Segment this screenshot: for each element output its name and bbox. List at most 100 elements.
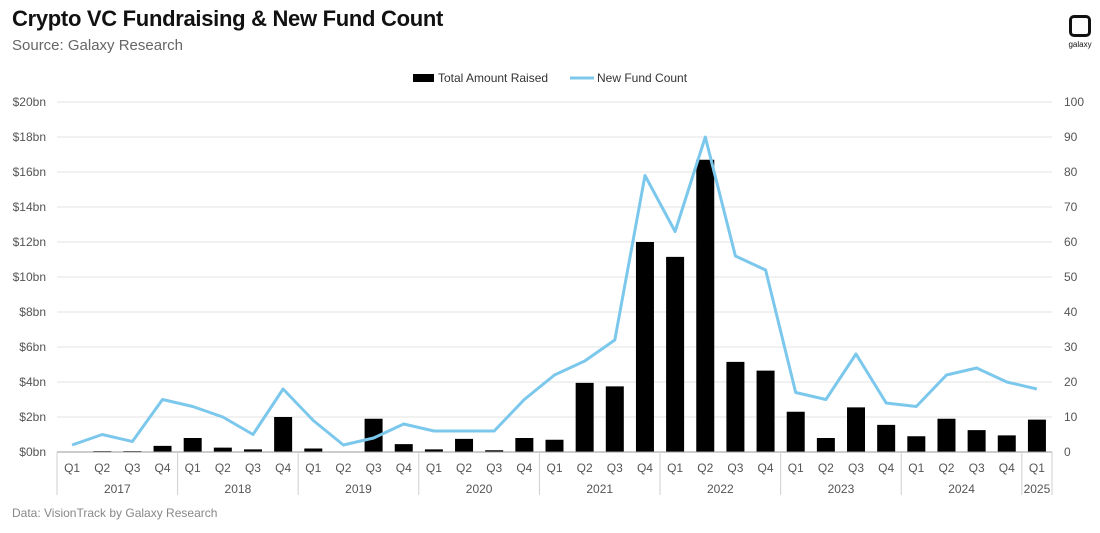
bar [575,382,594,452]
y-right-tick-label: 80 [1064,165,1078,179]
x-tick-label: Q1 [426,461,442,475]
bar [364,418,383,452]
galaxy-logo: galaxy [1066,15,1094,49]
y-left-tick-label: $16bn [13,165,46,179]
y-right-tick-label: 10 [1064,410,1078,424]
galaxy-logo-icon [1069,15,1091,37]
legend-swatch-bar [413,74,434,82]
x-year-label: 2025 [1024,482,1051,496]
x-year-label: 2022 [707,482,734,496]
y-left-tick-label: $14bn [13,200,46,214]
x-tick-label: Q2 [818,461,834,475]
x-tick-label: Q2 [335,461,351,475]
y-right-tick-label: 70 [1064,200,1078,214]
bar [997,435,1016,452]
y-left-tick-label: $0bn [19,445,46,459]
y-right-tick-label: 40 [1064,305,1078,319]
bar [394,444,413,452]
x-tick-label: Q2 [215,461,231,475]
x-tick-label: Q1 [788,461,804,475]
bar [183,438,202,452]
y-left-tick-label: $18bn [13,130,46,144]
y-right-tick-label: 0 [1064,445,1071,459]
x-tick-label: Q4 [999,461,1015,475]
bar [605,386,624,452]
x-tick-label: Q4 [155,461,171,475]
x-tick-label: Q3 [969,461,985,475]
y-left-tick-label: $2bn [19,410,46,424]
x-tick-label: Q2 [938,461,954,475]
y-left-tick-label: $8bn [19,305,46,319]
x-tick-label: Q3 [245,461,261,475]
x-year-label: 2017 [104,482,131,496]
x-tick-label: Q4 [758,461,774,475]
y-right-tick-label: 20 [1064,375,1078,389]
x-tick-label: Q3 [848,461,864,475]
logo-text: galaxy [1068,40,1092,49]
x-tick-label: Q4 [396,461,412,475]
bar [274,417,293,452]
y-left-tick-label: $4bn [19,375,46,389]
x-tick-label: Q2 [577,461,593,475]
bar [696,159,715,452]
x-tick-label: Q4 [878,461,894,475]
x-tick-label: Q2 [94,461,110,475]
x-year-label: 2024 [948,482,975,496]
bar [424,449,443,452]
y-right-tick-label: 90 [1064,130,1078,144]
x-tick-label: Q4 [516,461,532,475]
bar [666,256,685,452]
x-tick-label: Q2 [697,461,713,475]
bar [726,361,745,452]
x-tick-label: Q3 [607,461,623,475]
x-year-label: 2020 [466,482,493,496]
y-right-tick-label: 50 [1064,270,1078,284]
bar [877,424,896,452]
x-tick-label: Q1 [1029,461,1045,475]
x-year-label: 2018 [225,482,252,496]
y-left-tick-label: $6bn [19,340,46,354]
y-left-tick-label: $12bn [13,235,46,249]
x-tick-label: Q1 [667,461,683,475]
x-tick-label: Q1 [64,461,80,475]
legend-label-bar: Total Amount Raised [438,71,548,85]
y-left-tick-label: $20bn [13,95,46,109]
bar [816,438,835,452]
x-tick-label: Q4 [637,461,653,475]
bar [786,411,805,452]
x-tick-label: Q3 [486,461,502,475]
bar [455,438,474,452]
bar [847,407,866,452]
y-left-tick-label: $10bn [13,270,46,284]
bar [635,242,654,452]
y-right-tick-label: 100 [1064,95,1084,109]
chart-footer: Data: VisionTrack by Galaxy Research [12,506,218,520]
x-tick-label: Q3 [727,461,743,475]
y-right-tick-label: 30 [1064,340,1078,354]
x-tick-label: Q1 [185,461,201,475]
x-tick-label: Q4 [275,461,291,475]
bar [545,439,564,452]
bar [485,450,504,452]
x-tick-label: Q1 [305,461,321,475]
x-tick-label: Q2 [456,461,472,475]
x-tick-label: Q3 [366,461,382,475]
line-series-new-fund-count [71,135,1038,447]
x-tick-label: Q1 [908,461,924,475]
x-tick-label: Q1 [546,461,562,475]
y-right-tick-label: 60 [1064,235,1078,249]
bar [907,436,926,452]
bar [153,445,172,452]
chart-subtitle: Source: Galaxy Research [12,37,183,54]
legend-label-line: New Fund Count [597,71,688,85]
x-year-label: 2023 [828,482,855,496]
x-year-label: 2019 [345,482,372,496]
bar [756,370,775,452]
bar [967,430,986,452]
x-tick-label: Q3 [124,461,140,475]
bar [243,449,262,452]
bar [937,418,956,452]
bar [213,447,232,452]
bar [304,448,323,452]
